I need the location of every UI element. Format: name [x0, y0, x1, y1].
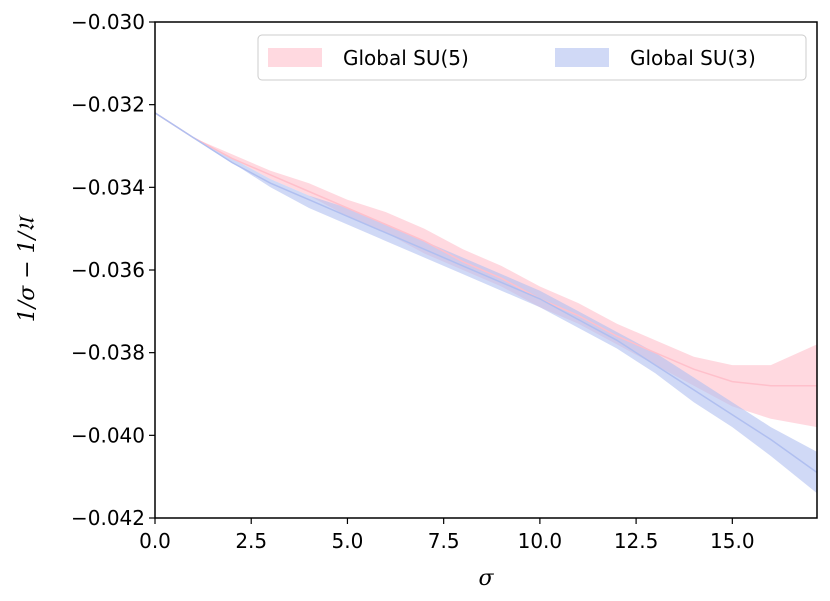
x-axis: 0.0 2.5 5.0 7.5 10.0 12.5 15.0	[139, 518, 755, 553]
line-series-1	[154, 112, 817, 387]
y-axis-label: 1/σ − 1/𝔘	[15, 214, 40, 322]
y-tick-label: −0.038	[71, 341, 145, 365]
legend-box	[257, 34, 807, 81]
band-series-2	[155, 112, 817, 494]
x-tick-label: 5.0	[332, 529, 364, 553]
y-tick-label: −0.030	[71, 10, 145, 34]
legend-label-1: Global SU(5)	[343, 46, 469, 70]
x-tick-label: 12.5	[614, 529, 659, 553]
x-tick-label: 7.5	[428, 529, 460, 553]
y-tick-label: −0.042	[71, 506, 145, 530]
legend-label-2: Global SU(3)	[630, 46, 756, 70]
legend: Global SU(5) Global SU(3)	[257, 34, 807, 81]
legend-swatch-1	[268, 48, 322, 67]
x-tick-label: 15.0	[710, 529, 755, 553]
y-axis: −0.042 −0.040 −0.038 −0.036 −0.034 −0.032 −0.0…	[71, 10, 155, 530]
y-tick-label: −0.036	[71, 258, 145, 282]
x-axis-label: σ	[478, 566, 494, 591]
x-tick-label: 2.5	[235, 529, 267, 553]
x-tick-label: 0.0	[139, 529, 171, 553]
series-lines	[154, 112, 818, 474]
x-tick-label: 10.0	[518, 529, 563, 553]
series-bands	[155, 112, 817, 494]
line-series-2	[154, 112, 818, 474]
legend-swatch-2	[555, 48, 609, 67]
y-tick-label: −0.040	[71, 423, 145, 447]
y-tick-label: −0.034	[71, 175, 145, 199]
y-tick-label: −0.032	[71, 93, 145, 117]
